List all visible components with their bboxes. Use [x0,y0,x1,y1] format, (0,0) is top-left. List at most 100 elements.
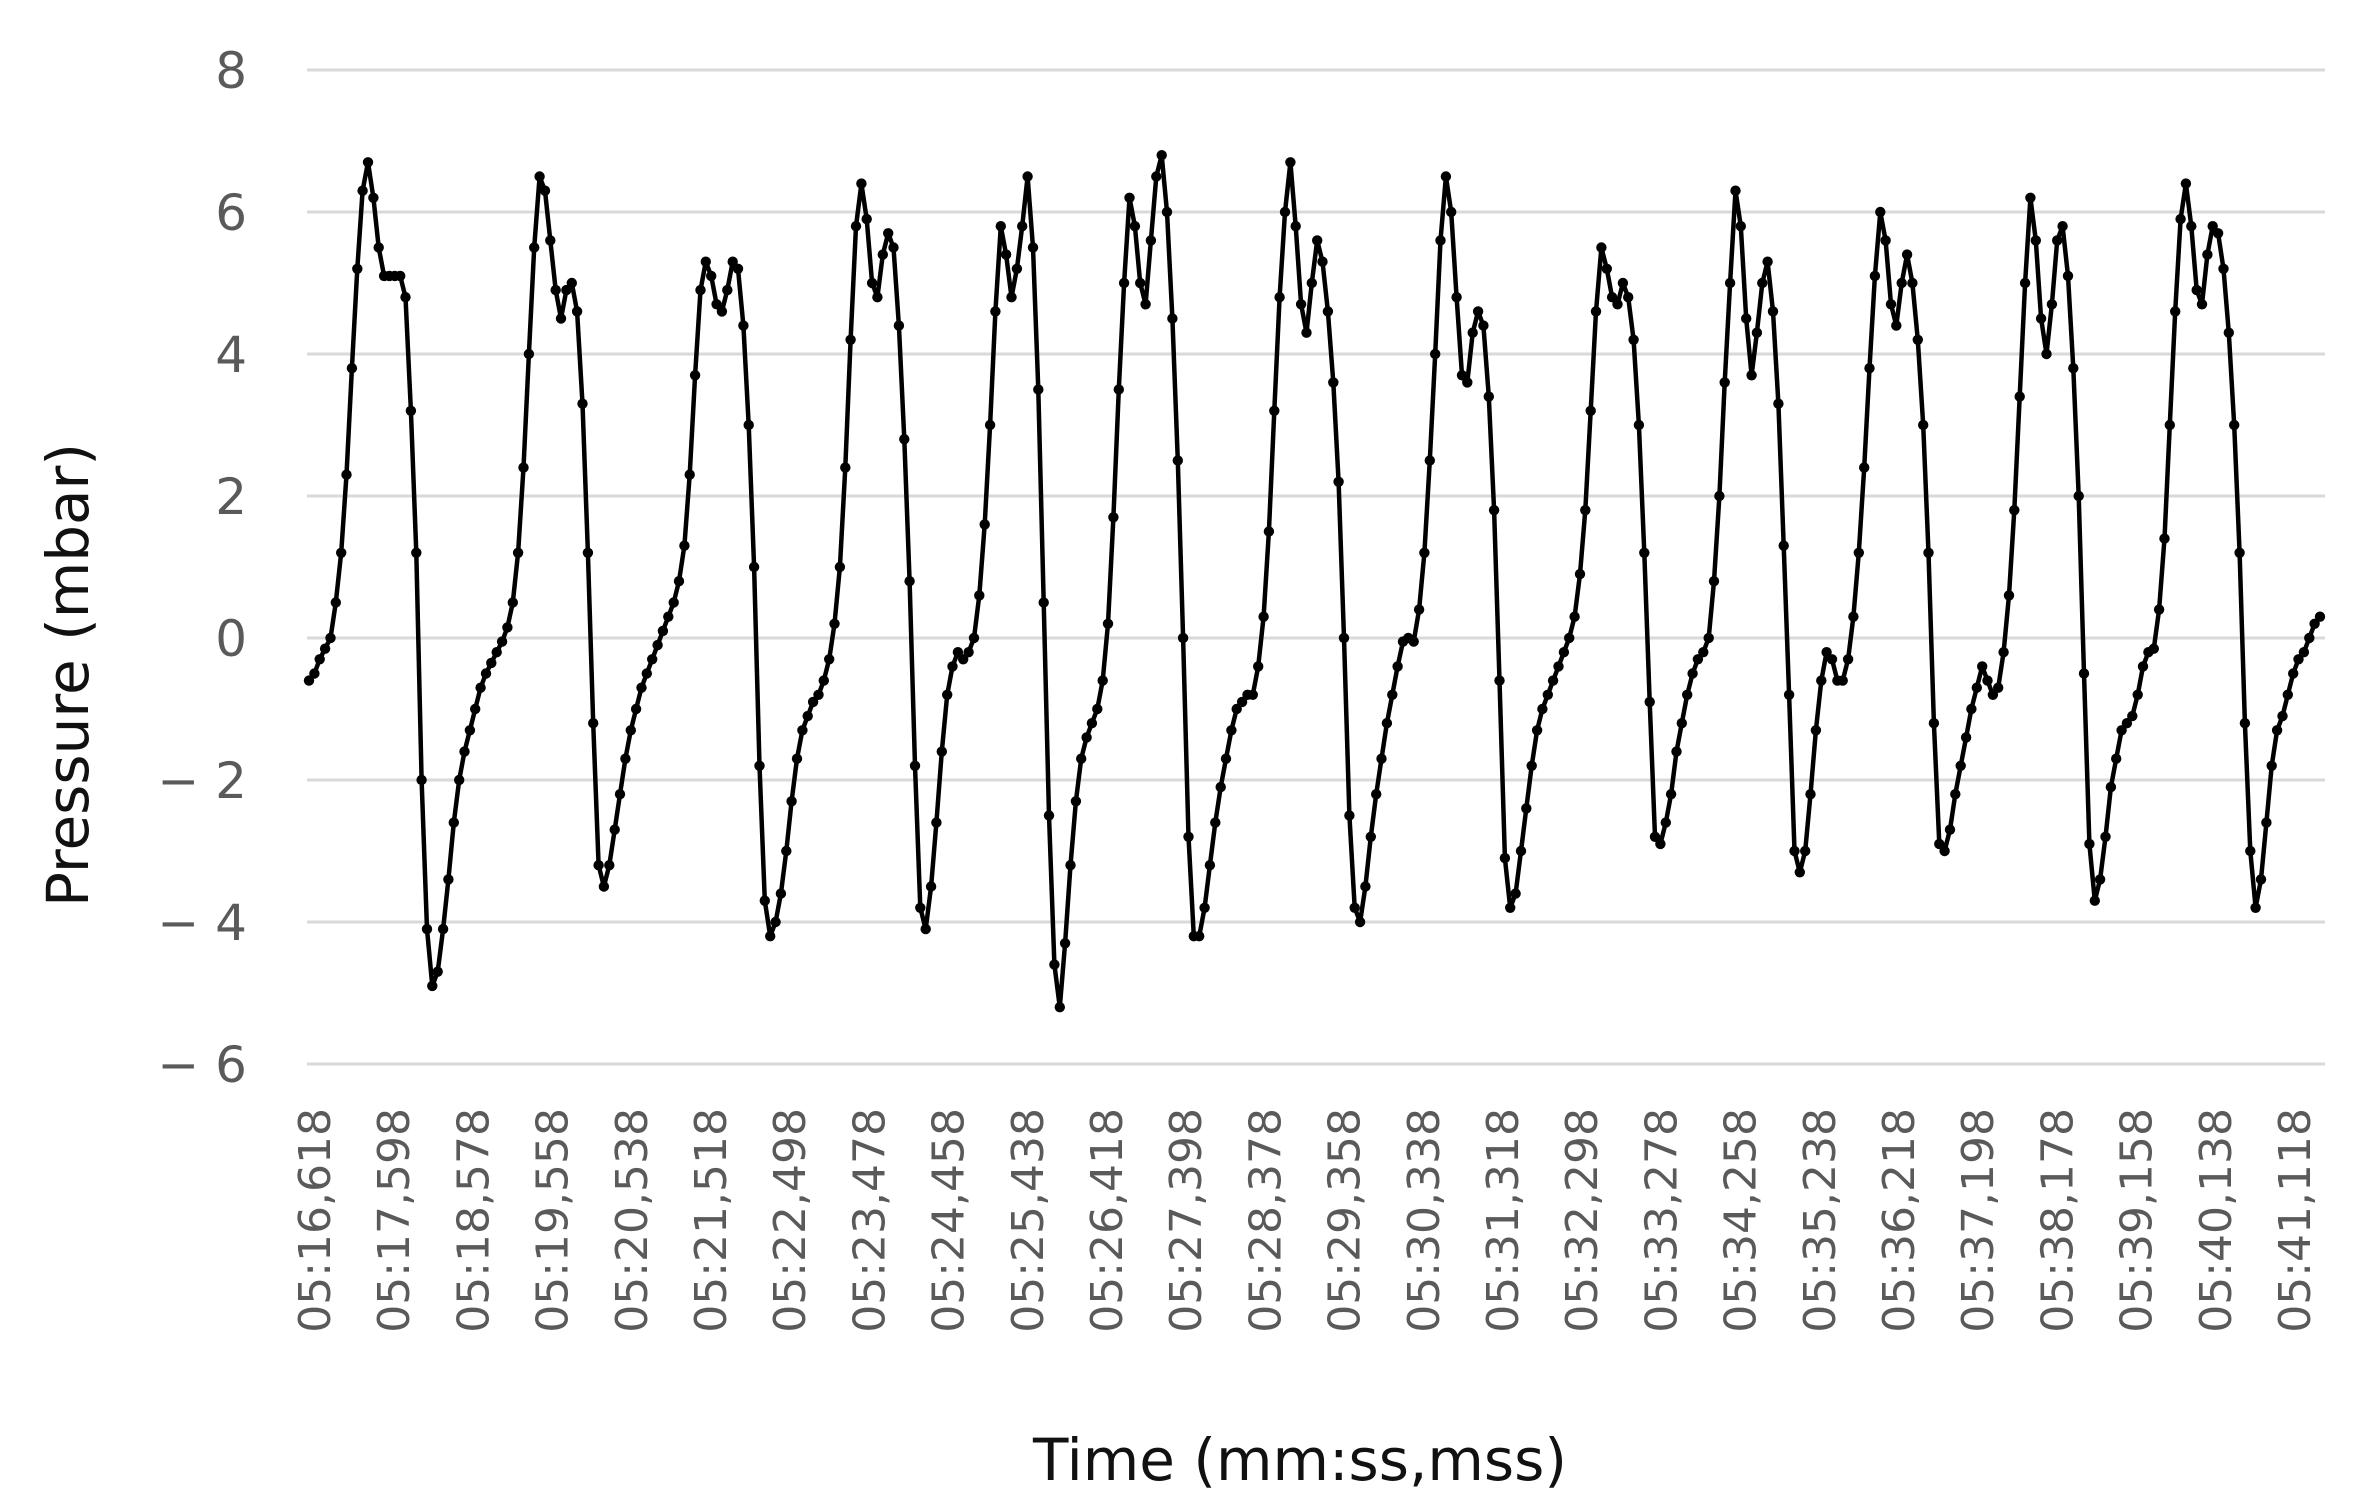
data-point [663,611,674,622]
data-point [958,654,969,665]
data-point [722,284,733,296]
data-point [486,657,497,669]
data-point [1022,171,1033,182]
data-point [1885,299,1897,310]
data-point [2159,533,2170,544]
data-point [1510,888,1521,899]
data-point [1880,235,1891,246]
x-tick-label: 05:26,418 [1082,1108,1133,1333]
data-point [1735,221,1747,232]
data-point [1923,547,1934,558]
data-point [1322,306,1334,317]
data-point [1987,689,1999,700]
data-point [1842,654,1854,665]
x-tick-label: 05:20,538 [607,1108,658,1333]
data-point [2073,490,2084,502]
data-point [614,789,626,800]
data-point [1553,661,1564,672]
y-tick-label: − 4 [157,894,247,952]
x-tick-label: 05:24,458 [924,1108,975,1333]
data-point [1059,938,1071,949]
pressure-series [303,150,2326,1013]
data-point [689,370,701,381]
series-line [307,152,2322,1010]
data-point [968,632,980,644]
y-tick-label: − 2 [157,752,247,810]
data-point [416,774,427,786]
data-point [1263,526,1275,537]
data-point [979,519,990,530]
data-point [2239,718,2251,729]
data-point [866,277,878,289]
data-point [1757,277,1768,289]
data-point [1408,636,1419,647]
data-point [1269,405,1280,416]
data-point [1714,490,1725,502]
data-point [1194,931,1205,942]
data-point [840,462,851,473]
data-point [2288,668,2299,679]
data-point [1585,405,1596,416]
data-point [1574,568,1586,580]
y-tick-label: 4 [215,326,247,384]
data-point [636,682,647,693]
data-point [1344,810,1355,821]
data-point [2111,753,2122,764]
data-point [1081,732,1092,743]
data-point [2025,192,2036,203]
data-point [1033,384,1044,395]
data-point [936,746,947,757]
y-tick-label: 2 [215,468,247,526]
data-point [1049,959,1060,970]
data-point [748,561,760,573]
data-point [893,320,905,331]
data-point [2191,284,2202,296]
data-point [1805,789,1816,800]
x-tick-label: 05:40,138 [2191,1108,2242,1333]
data-point [577,398,588,409]
data-point [2271,725,2283,736]
data-point [609,824,620,835]
data-point [1387,689,1398,700]
data-point [684,469,695,480]
data-point [679,540,690,551]
data-point [732,263,744,274]
x-tick-label: 05:29,358 [1320,1108,1371,1333]
data-point [1660,817,1672,828]
data-point [588,718,599,729]
data-point [346,363,358,374]
data-point [1354,916,1366,928]
data-point [2084,838,2095,850]
x-tick-label: 05:35,238 [1795,1108,1846,1333]
data-point [984,419,996,431]
data-point [1483,391,1495,402]
data-point [1698,647,1709,658]
data-point [829,618,840,629]
data-point [341,469,352,480]
data-point [325,632,336,644]
data-point [566,277,577,289]
x-tick-label: 05:37,198 [1953,1108,2004,1333]
data-point [668,597,679,608]
data-point [2019,277,2031,289]
data-point [1708,576,1720,587]
data-point [2100,831,2111,842]
data-point [1628,334,1639,345]
data-point [2116,725,2127,736]
data-point [593,860,604,871]
data-point [1435,235,1446,246]
data-point [738,320,749,331]
data-point [545,235,556,246]
data-point [427,980,438,992]
data-point [1612,299,1623,310]
data-point [925,881,937,892]
data-point [1901,249,1913,260]
x-tick-label: 05:17,598 [369,1108,420,1333]
data-point [336,547,347,558]
data-point [1789,845,1800,857]
data-point [1215,781,1226,793]
data-point [1724,277,1736,289]
data-point [1295,299,1307,310]
data-point [1129,221,1141,232]
data-point [797,725,808,736]
